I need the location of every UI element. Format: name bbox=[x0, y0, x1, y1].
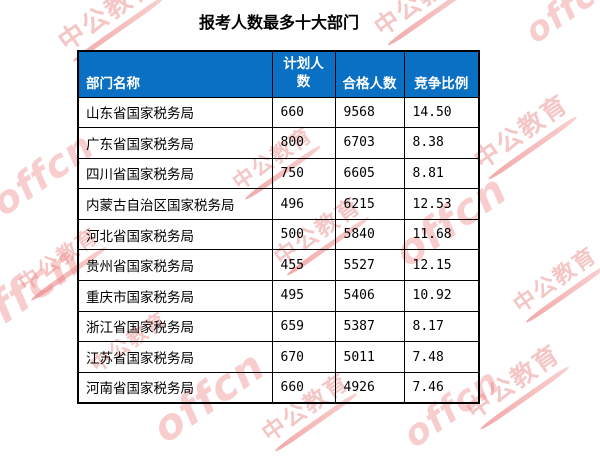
planned-count-cell: 495 bbox=[271, 280, 336, 312]
table-row: 河北省国家税务局 500 5840 11.68 bbox=[77, 218, 480, 251]
competition-ratio-cell: 7.46 bbox=[403, 371, 480, 404]
column-header-qualified: 合格人数 bbox=[334, 50, 405, 98]
competition-ratio-cell: 12.15 bbox=[403, 249, 480, 282]
planned-count-cell: 500 bbox=[271, 218, 336, 251]
qualified-count-cell: 6703 bbox=[334, 127, 405, 159]
competition-ratio-cell: 12.53 bbox=[403, 188, 480, 220]
watermark-zhonggong: 中公教育 bbox=[506, 238, 600, 325]
department-name-cell: 江苏省国家税务局 bbox=[77, 341, 273, 373]
table-row: 重庆市国家税务局 495 5406 10.92 bbox=[77, 280, 480, 312]
table-row: 江苏省国家税务局 670 5011 7.48 bbox=[77, 341, 480, 373]
competition-ratio-cell: 7.48 bbox=[403, 341, 480, 373]
competition-ratio-cell: 8.81 bbox=[403, 157, 480, 190]
table-row: 浙江省国家税务局 659 5387 8.17 bbox=[77, 310, 480, 343]
table-row: 四川省国家税务局 750 6605 8.81 bbox=[77, 157, 480, 190]
department-name-cell: 河南省国家税务局 bbox=[77, 371, 273, 404]
table-row: 河南省国家税务局 660 4926 7.46 bbox=[77, 371, 480, 404]
planned-count-cell: 496 bbox=[271, 188, 336, 220]
table-row: 贵州省国家税务局 455 5527 12.15 bbox=[77, 249, 480, 282]
page-title: 报考人数最多十大部门 bbox=[198, 15, 359, 32]
planned-count-cell: 670 bbox=[271, 341, 336, 373]
qualified-count-cell: 5527 bbox=[334, 249, 405, 282]
department-name-cell: 河北省国家税务局 bbox=[77, 218, 273, 251]
watermark-offcn: offcn bbox=[517, 0, 600, 52]
planned-count-cell: 750 bbox=[271, 157, 336, 190]
qualified-count-cell: 9568 bbox=[334, 96, 405, 129]
competition-ratio-cell: 10.92 bbox=[403, 280, 480, 312]
qualified-count-cell: 5011 bbox=[334, 341, 405, 373]
planned-count-cell: 660 bbox=[271, 371, 336, 404]
column-header-planned: 计划人数 bbox=[271, 50, 336, 98]
header-row: 部门名称 计划人数 合格人数 竞争比例 bbox=[77, 50, 480, 98]
top10-departments-table: 部门名称 计划人数 合格人数 竞争比例 山东省国家税务局 660 9568 14.50… bbox=[77, 50, 480, 404]
column-header-department: 部门名称 bbox=[77, 50, 273, 98]
competition-ratio-cell: 8.38 bbox=[403, 127, 480, 159]
department-name-cell: 浙江省国家税务局 bbox=[77, 310, 273, 343]
table-row: 山东省国家税务局 660 9568 14.50 bbox=[77, 96, 480, 129]
table-row: 内蒙古自治区国家税务局 496 6215 12.53 bbox=[77, 188, 480, 220]
table-row: 广东省国家税务局 800 6703 8.38 bbox=[77, 127, 480, 159]
column-header-ratio: 竞争比例 bbox=[403, 50, 480, 98]
planned-count-cell: 800 bbox=[271, 127, 336, 159]
department-name-cell: 贵州省国家税务局 bbox=[77, 249, 273, 282]
qualified-count-cell: 4926 bbox=[334, 371, 405, 404]
department-name-cell: 广东省国家税务局 bbox=[77, 127, 273, 159]
department-name-cell: 四川省国家税务局 bbox=[77, 157, 273, 190]
qualified-count-cell: 6215 bbox=[334, 188, 405, 220]
qualified-count-cell: 5840 bbox=[334, 218, 405, 251]
competition-ratio-cell: 8.17 bbox=[403, 310, 480, 343]
department-name-cell: 内蒙古自治区国家税务局 bbox=[77, 188, 273, 220]
competition-ratio-cell: 14.50 bbox=[403, 96, 480, 129]
planned-count-cell: 660 bbox=[271, 96, 336, 129]
department-name-cell: 重庆市国家税务局 bbox=[77, 280, 273, 312]
planned-count-cell: 659 bbox=[271, 310, 336, 343]
department-name-cell: 山东省国家税务局 bbox=[77, 96, 273, 129]
planned-count-cell: 455 bbox=[271, 249, 336, 282]
qualified-count-cell: 6605 bbox=[334, 157, 405, 190]
watermark-zhonggong: 中公教育 bbox=[466, 85, 579, 182]
qualified-count-cell: 5387 bbox=[334, 310, 405, 343]
qualified-count-cell: 5406 bbox=[334, 280, 405, 312]
competition-ratio-cell: 11.68 bbox=[403, 218, 480, 251]
